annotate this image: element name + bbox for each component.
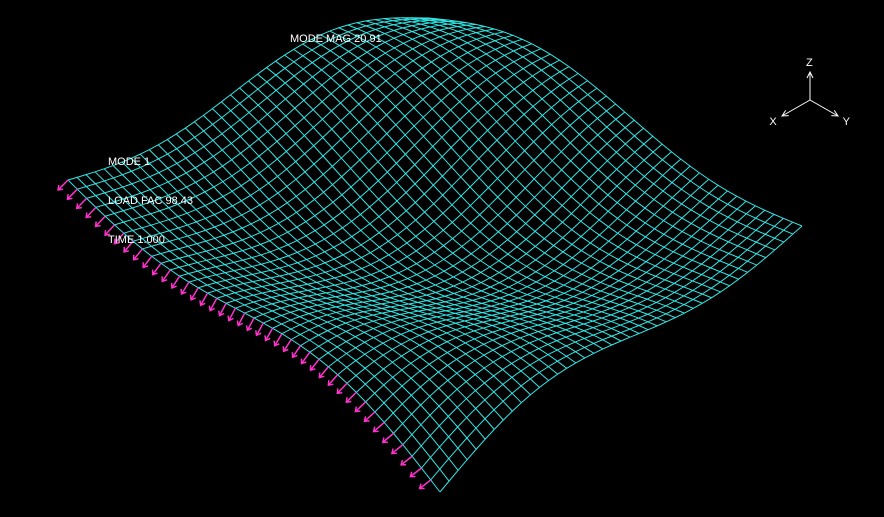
axis-triad: Z X Y: [769, 57, 850, 128]
load-factor-label: LOAD FAC 98.43: [108, 195, 193, 208]
time-label: TIME 1.000: [108, 234, 193, 247]
analysis-info-block: MODE 1 LOAD FAC 98.43 TIME 1.000: [108, 130, 193, 273]
y-axis-label: Y: [843, 116, 851, 128]
mode-number-label: MODE 1: [108, 156, 193, 169]
z-axis-label: Z: [806, 57, 813, 69]
fe-viewport: Z X Y MODE MAG 20.91 MODE 1 LOAD FAC 98.43…: [0, 0, 884, 517]
x-axis-label: X: [769, 116, 777, 128]
mode-mag-label: MODE MAG 20.91: [290, 33, 382, 46]
